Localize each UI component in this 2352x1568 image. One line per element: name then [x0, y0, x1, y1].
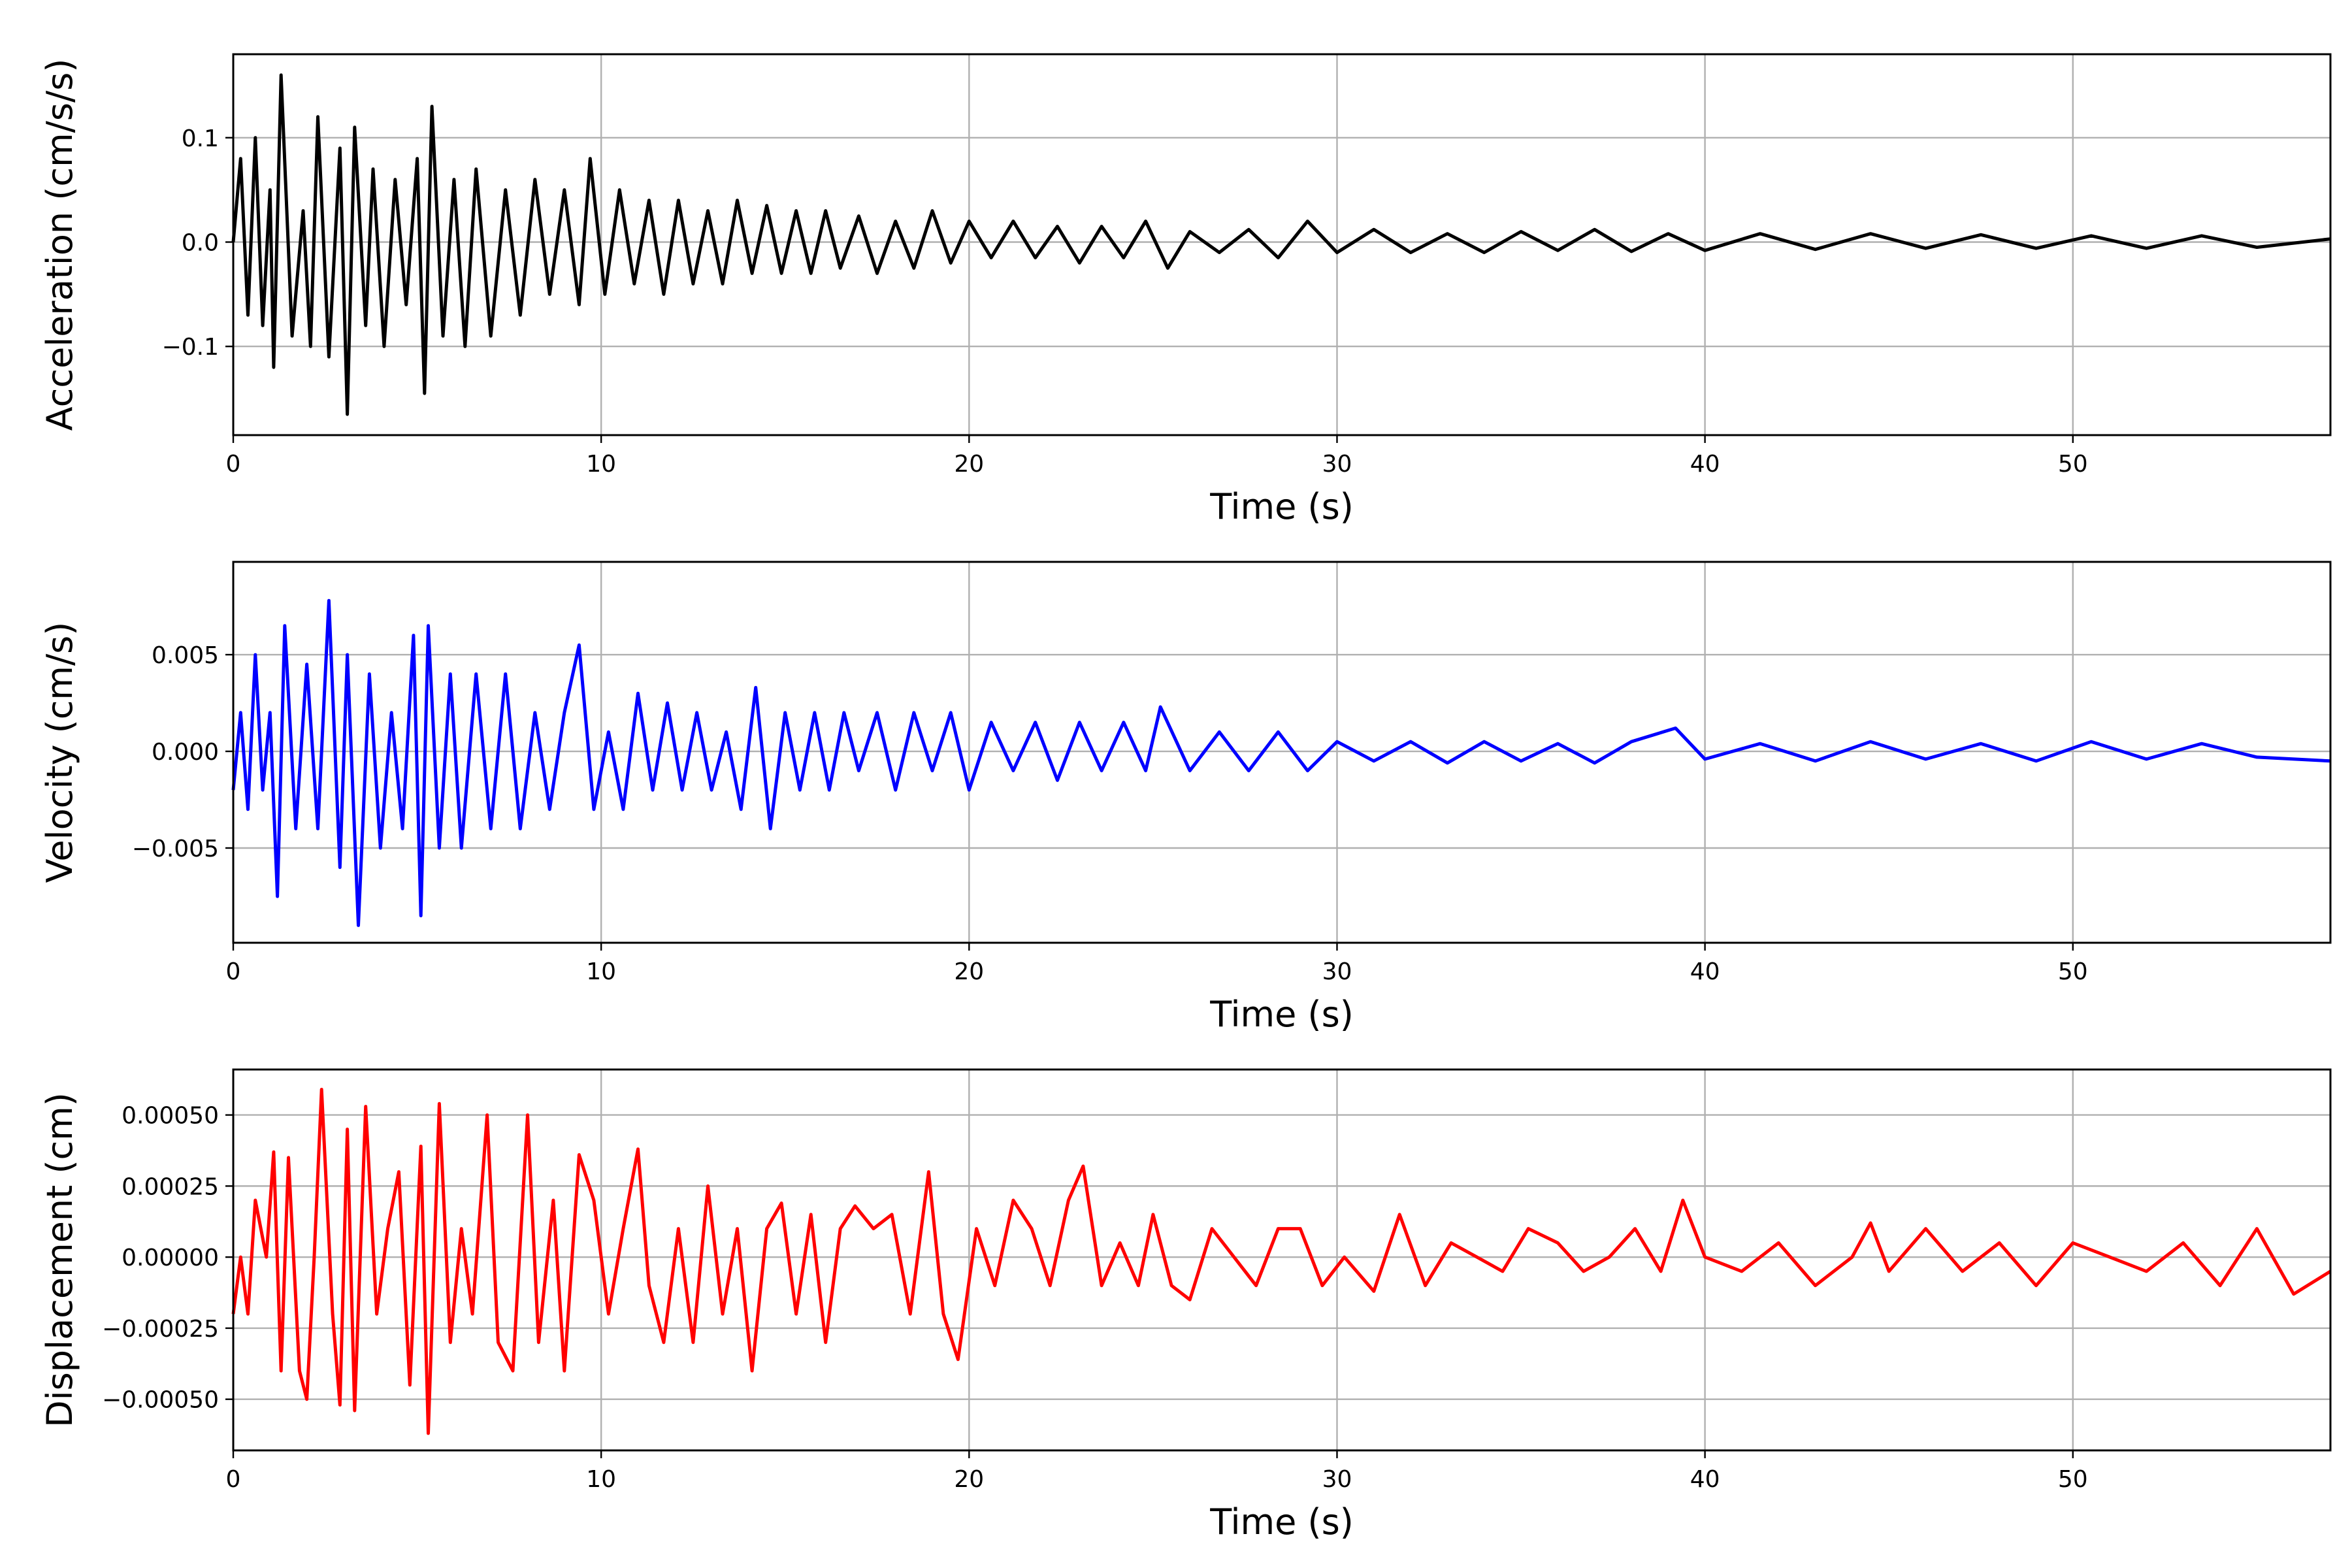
velocity-x-tick-label: 20	[954, 958, 984, 985]
acceleration-y-ticks: −0.1 0.0 0.1	[162, 125, 233, 361]
acceleration-x-tick-label: 20	[954, 451, 984, 478]
displacement-y-axis-label: Displacement (cm)	[39, 1092, 80, 1428]
velocity-plot-frame	[232, 561, 2332, 944]
displacement-y-tick-label: 0.00025	[122, 1173, 219, 1200]
displacement-x-tick-label: 40	[1690, 1466, 1720, 1493]
velocity-x-tick-label: 40	[1690, 958, 1720, 985]
acceleration-y-axis-label: Acceleration (cm/s/s)	[39, 59, 80, 431]
acceleration-x-ticks: 0 10 20 30 40 50	[226, 435, 2088, 478]
displacement-x-tick-label: 50	[2058, 1466, 2088, 1493]
displacement-x-tick-label: 10	[586, 1466, 616, 1493]
acceleration-panel: 0 10 20 30 40 50 −0.1 0.0 0.1 Time (s) Accelera…	[39, 53, 2332, 527]
acceleration-x-tick-label: 50	[2058, 451, 2088, 478]
displacement-x-tick-label: 0	[226, 1466, 241, 1493]
velocity-marks	[231, 598, 2331, 927]
velocity-y-ticks: −0.005 0.000 0.005	[132, 642, 233, 862]
acceleration-x-axis-label: Time (s)	[1209, 486, 1354, 527]
displacement-y-tick-label: 0.00000	[122, 1245, 219, 1271]
displacement-plot-frame	[232, 1068, 2332, 1452]
displacement-panel: 0 10 20 30 40 50 −0.00050 −0.00025 0.00000 0.000…	[39, 1068, 2332, 1543]
velocity-x-axis-label: Time (s)	[1209, 994, 1354, 1035]
velocity-panel: 0 10 20 30 40 50 −0.005 0.000 0.005 Time (s) Ve…	[39, 561, 2332, 1035]
velocity-x-tick-label: 0	[226, 958, 241, 985]
acceleration-y-tick-label: −0.1	[162, 334, 219, 361]
velocity-y-tick-label: 0.000	[152, 739, 219, 766]
acceleration-y-tick-label: 0.0	[182, 230, 219, 257]
velocity-y-axis-label: Velocity (cm/s)	[39, 622, 80, 883]
displacement-series-line	[231, 1088, 2332, 1435]
acceleration-x-tick-label: 40	[1690, 451, 1720, 478]
acceleration-marks	[231, 73, 2331, 416]
acceleration-series-line	[231, 73, 2331, 416]
displacement-x-tick-label: 20	[954, 1466, 984, 1493]
displacement-x-axis-label: Time (s)	[1209, 1501, 1354, 1543]
velocity-x-tick-label: 50	[2058, 958, 2088, 985]
displacement-y-tick-label: 0.00050	[122, 1103, 219, 1130]
acceleration-x-tick-label: 0	[226, 451, 241, 478]
velocity-x-tick-label: 10	[586, 958, 616, 985]
velocity-series-line	[231, 598, 2331, 927]
displacement-y-tick-label: −0.00025	[102, 1316, 219, 1343]
displacement-marks	[231, 1088, 2332, 1435]
velocity-y-tick-label: 0.005	[152, 642, 219, 669]
acceleration-y-tick-label: 0.1	[182, 125, 219, 152]
displacement-x-tick-label: 30	[1322, 1466, 1352, 1493]
acceleration-plot-frame	[232, 53, 2332, 436]
acceleration-x-tick-label: 30	[1322, 451, 1352, 478]
acceleration-x-tick-label: 10	[586, 451, 616, 478]
velocity-y-tick-label: −0.005	[132, 836, 219, 862]
velocity-x-ticks: 0 10 20 30 40 50	[226, 943, 2088, 985]
displacement-y-ticks: −0.00050 −0.00025 0.00000 0.00025 0.00050	[102, 1103, 233, 1414]
displacement-y-tick-label: −0.00050	[102, 1387, 219, 1414]
displacement-x-ticks: 0 10 20 30 40 50	[226, 1450, 2088, 1493]
velocity-grid	[232, 562, 2330, 943]
velocity-x-tick-label: 30	[1322, 958, 1352, 985]
